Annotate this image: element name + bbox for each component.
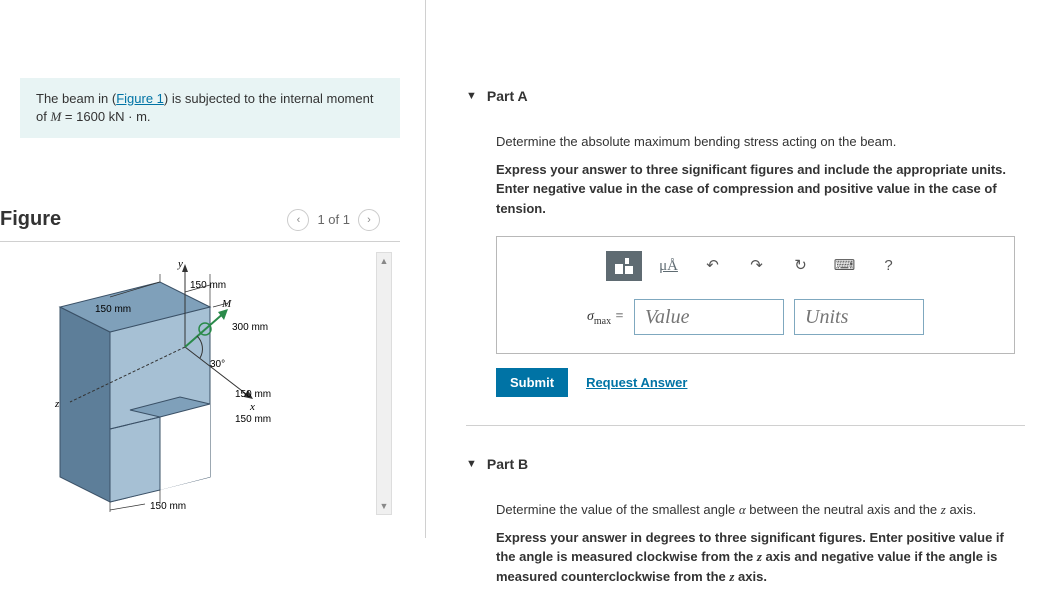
part-b-instruction: Express your answer in degrees to three … — [496, 528, 1015, 587]
reset-button[interactable]: ↻ — [784, 251, 818, 281]
request-answer-link[interactable]: Request Answer — [586, 373, 687, 393]
help-button[interactable]: ? — [872, 251, 906, 281]
moment-M-label: M — [221, 298, 232, 310]
pager-label: 1 of 1 — [317, 212, 350, 227]
figure-link[interactable]: Figure 1 — [116, 91, 164, 106]
templates-button[interactable] — [606, 251, 642, 281]
part-a-instruction: Express your answer to three significant… — [496, 160, 1015, 219]
part-a-prompt: Determine the absolute maximum bending s… — [496, 132, 1015, 152]
figure-scrollbar[interactable]: ▲ ▼ — [376, 252, 392, 515]
answer-toolbar: μÅ ↶ ↷ ↻ ⌨ ? — [521, 251, 990, 281]
part-b-header[interactable]: ▼ Part B — [466, 426, 1025, 482]
caret-down-icon: ▼ — [466, 458, 477, 470]
dim-150-r1: 150 mm — [235, 389, 271, 400]
part-b-title: Part B — [487, 456, 528, 472]
figure-pager: ‹ 1 of 1 › — [287, 209, 380, 231]
next-figure-button[interactable]: › — [358, 209, 380, 231]
figure-header: Figure ‹ 1 of 1 › — [0, 208, 400, 242]
dim-300: 300 mm — [232, 322, 268, 333]
caret-down-icon: ▼ — [466, 90, 477, 102]
redo-button[interactable]: ↷ — [740, 251, 774, 281]
figure-section: Figure ‹ 1 of 1 › ▲ ▼ — [0, 208, 400, 515]
dim-150-bottom: 150 mm — [150, 501, 186, 512]
moment-val: = 1600 kN · m. — [61, 109, 150, 124]
dim-150-r2: 150 mm — [235, 414, 271, 425]
scroll-up-icon[interactable]: ▲ — [377, 253, 391, 269]
problem-statement: The beam in (Figure 1) is subjected to t… — [20, 78, 400, 138]
units-input[interactable] — [794, 299, 924, 335]
problem-text-prefix: The beam in ( — [36, 91, 116, 106]
angle-label: 30° — [210, 359, 225, 370]
scroll-down-icon[interactable]: ▼ — [377, 498, 391, 514]
equation-row: σmax = — [521, 299, 990, 335]
keyboard-button[interactable]: ⌨ — [828, 251, 862, 281]
beam-figure-svg: y x z M 30° 150 mm — [0, 252, 360, 512]
value-input[interactable] — [634, 299, 784, 335]
axis-y-label: y — [177, 258, 183, 270]
moment-var: M — [50, 109, 61, 124]
figure-body: ▲ ▼ — [0, 242, 400, 515]
axis-z-label: z — [54, 398, 60, 410]
part-b-body: Determine the value of the smallest angl… — [466, 482, 1025, 614]
sigma-label: σmax = — [587, 306, 624, 329]
prev-figure-button[interactable]: ‹ — [287, 209, 309, 231]
part-a-header[interactable]: ▼ Part A — [466, 0, 1025, 114]
units-mu-button[interactable]: μÅ — [652, 251, 686, 281]
part-a-body: Determine the absolute maximum bending s… — [466, 114, 1025, 407]
submit-button[interactable]: Submit — [496, 368, 568, 397]
part-b-prompt: Determine the value of the smallest angl… — [496, 500, 1015, 520]
left-column: The beam in (Figure 1) is subjected to t… — [0, 0, 420, 538]
undo-button[interactable]: ↶ — [696, 251, 730, 281]
right-column: ▼ Part A Determine the absolute maximum … — [425, 0, 1045, 538]
submit-row: Submit Request Answer — [496, 368, 1015, 397]
templates-icon — [614, 257, 634, 275]
figure-title: Figure — [0, 208, 61, 231]
part-a-title: Part A — [487, 88, 528, 104]
dim-150-left: 150 mm — [95, 304, 131, 315]
axis-x-label: x — [249, 401, 255, 413]
answer-box: μÅ ↶ ↷ ↻ ⌨ ? σmax = — [496, 236, 1015, 354]
